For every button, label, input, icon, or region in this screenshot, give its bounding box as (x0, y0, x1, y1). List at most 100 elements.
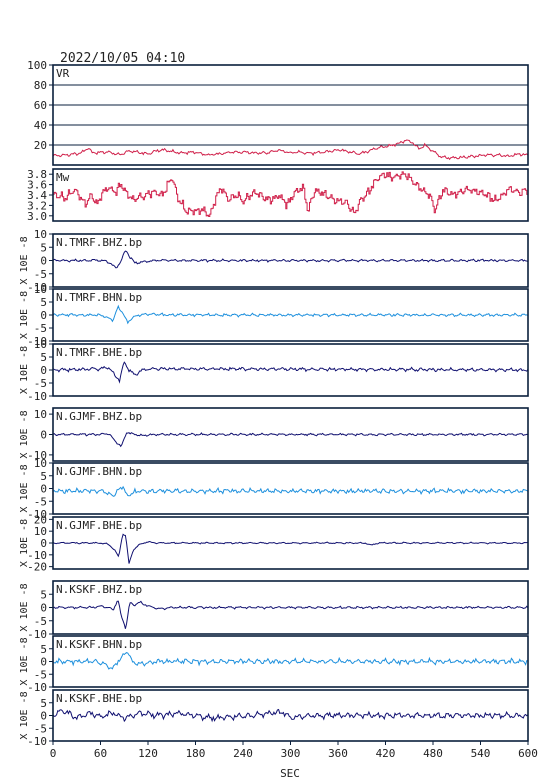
y-tick-label-kskf-bhn: 0 (40, 656, 47, 669)
panel-mw: 3.83.63.43.23.0 Mw (27, 168, 529, 223)
y-tick-label-gjmf-bhe: -20 (27, 561, 47, 574)
y-tick-label-vr: 40 (34, 119, 47, 132)
y-tick-label-mw: 3.2 (27, 199, 47, 212)
y-tick-label-kskf-bhn: -5 (34, 668, 47, 681)
series-line-tmrf-bhz (52, 250, 529, 269)
y-tick-label-tmrf-bhn: -10 (27, 335, 47, 348)
y-tick-label-gjmf-bhz: 0 (40, 429, 47, 442)
panel-kskf-bhn: 50-5-10X 10E -8 N.KSKF.BHN.bp (19, 635, 529, 694)
y-tick-label-kskf-bhn: -10 (27, 681, 47, 694)
y-tick-label-kskf-bhe: 0 (40, 710, 47, 723)
y-tick-label-gjmf-bhn: -5 (34, 495, 47, 508)
x-tick-label: 180 (186, 747, 206, 760)
panel-label-tmrf-bhe: N.TMRF.BHE.bp (56, 346, 142, 359)
y-tick-label-vr: 80 (34, 79, 47, 92)
y-tick-label-gjmf-bhn: 10 (34, 457, 47, 470)
y-tick-label-gjmf-bhe: -10 (27, 549, 47, 562)
y-tick-label-tmrf-bhz: 10 (34, 228, 47, 241)
y-tick-label-tmrf-bhz: -10 (27, 281, 47, 294)
series-line-kskf-bhe (52, 708, 529, 723)
series-line-kskf-bhz (52, 600, 529, 629)
y-tick-label-gjmf-bhe: 10 (34, 525, 47, 538)
y-tick-label-tmrf-bhe: -5 (34, 377, 47, 390)
series-line-tmrf-bhn (52, 304, 529, 325)
y-tick-label-kskf-bhe: -5 (34, 722, 47, 735)
y-tick-label-tmrf-bhe: -10 (27, 390, 47, 403)
panel-frame-tmrf-bhn (52, 288, 529, 342)
panel-frame-gjmf-bhn (52, 462, 529, 515)
series-line-mw (53, 171, 529, 217)
y-tick-label-gjmf-bhe: 20 (34, 513, 47, 526)
y-axis-label-tmrf-bhn: X 10E -8 (19, 291, 30, 339)
y-tick-label-kskf-bhz: 0 (40, 602, 47, 615)
panel-label-vr: VR (56, 67, 70, 80)
y-tick-label-kskf-bhe: 5 (40, 697, 47, 710)
y-tick-label-gjmf-bhz: -10 (27, 449, 47, 462)
y-tick-label-gjmf-bhn: 5 (40, 470, 47, 483)
series-line-gjmf-bhz (52, 432, 529, 448)
y-tick-label-tmrf-bhe: 5 (40, 351, 47, 364)
x-tick-label: 540 (471, 747, 491, 760)
y-tick-label-mw: 3.4 (27, 189, 47, 202)
y-axis-label-gjmf-bhe: X 10E -8 (19, 519, 30, 567)
panel-label-gjmf-bhe: N.GJMF.BHE.bp (56, 519, 142, 532)
y-axis-label-gjmf-bhz: X 10E -8 (19, 410, 30, 458)
panel-frame-gjmf-bhz (52, 407, 529, 462)
y-axis-label-tmrf-bhz: X 10E -8 (19, 236, 30, 284)
y-tick-label-tmrf-bhz: -5 (34, 268, 47, 281)
y-tick-label-kskf-bhz: -10 (27, 628, 47, 641)
y-tick-label-vr: 60 (34, 99, 47, 112)
y-tick-label-tmrf-bhe: 10 (34, 338, 47, 351)
series-line-gjmf-bhn (52, 485, 529, 497)
panel-kskf-bhz: 50-5-10X 10E -8 N.KSKF.BHZ.bp (19, 580, 529, 641)
panel-label-kskf-bhn: N.KSKF.BHN.bp (56, 638, 142, 651)
series-line-gjmf-bhe (52, 533, 529, 564)
panel-gjmf-bhz: 10 0 -10X 10E -8 N.GJMF.BHZ.bp (19, 407, 529, 462)
panel-frame-gjmf-bhe (52, 516, 529, 570)
panel-label-mw: Mw (56, 171, 70, 184)
y-axis-label-gjmf-bhn: X 10E -8 (19, 464, 30, 512)
y-tick-label-mw: 3.6 (27, 179, 47, 192)
panels-group: 10080604020VR3.83.63.43.23.0Mw1050-5-10X… (19, 59, 529, 748)
panel-frame-tmrf-bhz (52, 233, 529, 288)
y-tick-label-tmrf-bhz: 0 (40, 255, 47, 268)
series-line-tmrf-bhe (52, 361, 529, 384)
panel-label-gjmf-bhz: N.GJMF.BHZ.bp (56, 410, 142, 423)
x-axis-label: SEC (280, 767, 300, 780)
panel-label-tmrf-bhn: N.TMRF.BHN.bp (56, 291, 142, 304)
series-line-vr (52, 139, 529, 161)
y-tick-label-tmrf-bhn: -5 (34, 322, 47, 335)
y-tick-label-mw: 3.0 (27, 210, 47, 223)
x-tick-label: 420 (376, 747, 396, 760)
panel-kskf-bhe: 50-5-10X 10E -8 N.KSKF.BHE.bp (19, 689, 529, 748)
panel-label-kskf-bhz: N.KSKF.BHZ.bp (56, 583, 142, 596)
y-tick-label-tmrf-bhn: 10 (34, 283, 47, 296)
y-tick-label-tmrf-bhz: 5 (40, 241, 47, 254)
x-tick-label: 600 (518, 747, 538, 760)
x-tick-label: 60 (94, 747, 107, 760)
figure-title: 2022/10/05 04:10 (60, 51, 185, 66)
panel-label-tmrf-bhz: N.TMRF.BHZ.bp (56, 236, 142, 249)
y-axis-label-kskf-bhn: X 10E -8 (19, 637, 30, 685)
panel-frame-tmrf-bhe (52, 343, 529, 397)
y-tick-label-tmrf-bhe: 0 (40, 364, 47, 377)
y-tick-label-vr: 100 (27, 59, 47, 72)
y-tick-label-kskf-bhz: 5 (40, 588, 47, 601)
x-tick-label: 300 (281, 747, 301, 760)
y-tick-label-tmrf-bhn: 5 (40, 296, 47, 309)
x-tick-label: 0 (50, 747, 57, 760)
y-tick-label-gjmf-bhn: 0 (40, 483, 47, 496)
panel-label-gjmf-bhn: N.GJMF.BHN.bp (56, 465, 142, 478)
panel-frame-vr (52, 64, 529, 166)
panel-frame-mw (52, 168, 529, 222)
y-axis-label-tmrf-bhe: X 10E -8 (19, 346, 30, 394)
y-tick-label-mw: 3.8 (27, 168, 47, 181)
x-axis: 0 60 120 180 240 300 360 420 480 540 600 (50, 741, 538, 760)
y-axis-label-kskf-bhe: X 10E -8 (19, 691, 30, 739)
